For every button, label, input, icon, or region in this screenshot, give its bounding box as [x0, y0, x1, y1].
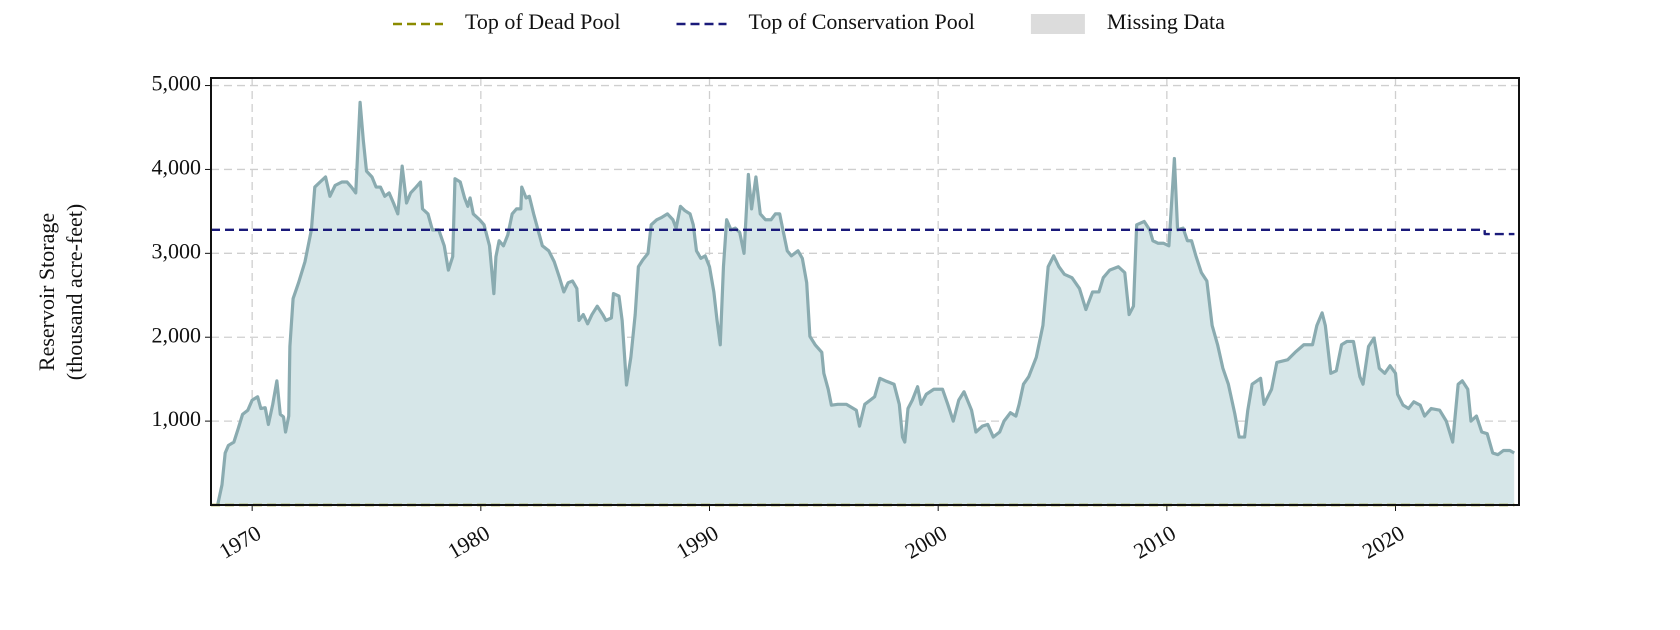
legend-label: Top of Dead Pool [465, 9, 621, 34]
y-axis-label: Reservoir Storage (thousand acre-feet) [34, 204, 87, 381]
reference-line [211, 228, 1515, 236]
y-label-line: Reservoir Storage [34, 213, 59, 371]
x-tick-label: 1990 [672, 520, 723, 564]
y-tick-label: 5,000 [152, 71, 202, 96]
area-fill [217, 102, 1515, 505]
legend-label: Top of Conservation Pool [749, 9, 975, 34]
storage-line [216, 100, 1516, 506]
y-tick-label: 3,000 [152, 238, 202, 263]
legend-label: Missing Data [1107, 9, 1225, 34]
y-tick-label: 2,000 [152, 322, 202, 347]
x-tick-label: 2010 [1129, 520, 1180, 564]
y-tick-label: 1,000 [152, 406, 202, 431]
plot-frame [210, 77, 1520, 506]
x-tick-label: 2000 [901, 520, 952, 564]
x-tick-label: 1980 [443, 520, 494, 564]
x-tick-label: 2020 [1358, 520, 1409, 564]
x-tick-label: 1970 [215, 520, 266, 564]
y-tick-label: 4,000 [152, 154, 202, 179]
legend-swatch [1030, 14, 1085, 34]
y-label-line: (thousand acre-feet) [62, 204, 87, 381]
